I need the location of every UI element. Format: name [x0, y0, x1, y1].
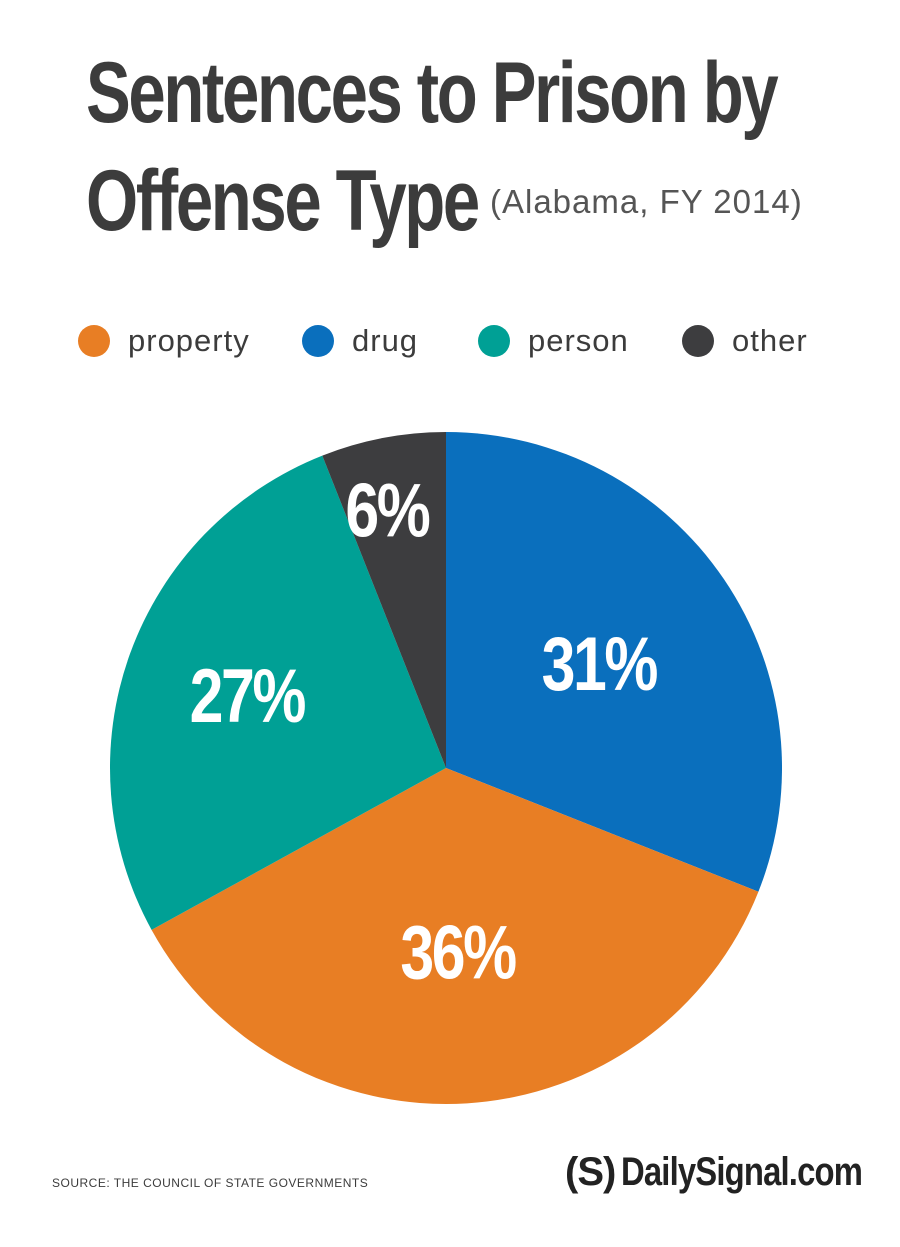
- legend-label-drug: drug: [352, 323, 419, 358]
- legend-label-person: person: [528, 323, 629, 358]
- pie-slice-other: [322, 432, 446, 768]
- legend-swatch-other: [682, 325, 714, 357]
- chart-title-line-1: Sentences to Prison by: [86, 45, 779, 141]
- pie-slice-person: [109, 455, 446, 930]
- slice-label-other: 6%: [345, 468, 429, 553]
- legend: property drug person other: [0, 318, 900, 368]
- chart-title-line-2: Offense Type: [86, 153, 480, 249]
- legend-swatch-drug: [302, 325, 334, 357]
- brand-mark-icon: (S): [565, 1149, 616, 1194]
- source-note: SOURCE: THE COUNCIL OF STATE GOVERNMENTS: [52, 1176, 369, 1190]
- slice-label-person: 27%: [190, 654, 306, 739]
- slice-label-drug: 31%: [542, 622, 658, 707]
- legend-item-other: other: [682, 318, 808, 364]
- chart-subtitle: (Alabama, FY 2014): [490, 183, 803, 220]
- pie-slice-drug: [446, 432, 782, 892]
- legend-swatch-person: [478, 325, 510, 357]
- brand-text: DailySignal.com: [621, 1149, 863, 1194]
- legend-swatch-property: [78, 325, 110, 357]
- legend-item-person: person: [478, 318, 629, 364]
- brand-logo: (S) DailySignal.com: [565, 1150, 900, 1194]
- legend-item-property: property: [78, 318, 250, 364]
- legend-label-property: property: [128, 323, 250, 358]
- slice-label-property: 36%: [400, 910, 516, 995]
- legend-label-other: other: [732, 323, 808, 358]
- legend-item-drug: drug: [302, 318, 418, 364]
- pie-slice-property: [151, 768, 759, 1104]
